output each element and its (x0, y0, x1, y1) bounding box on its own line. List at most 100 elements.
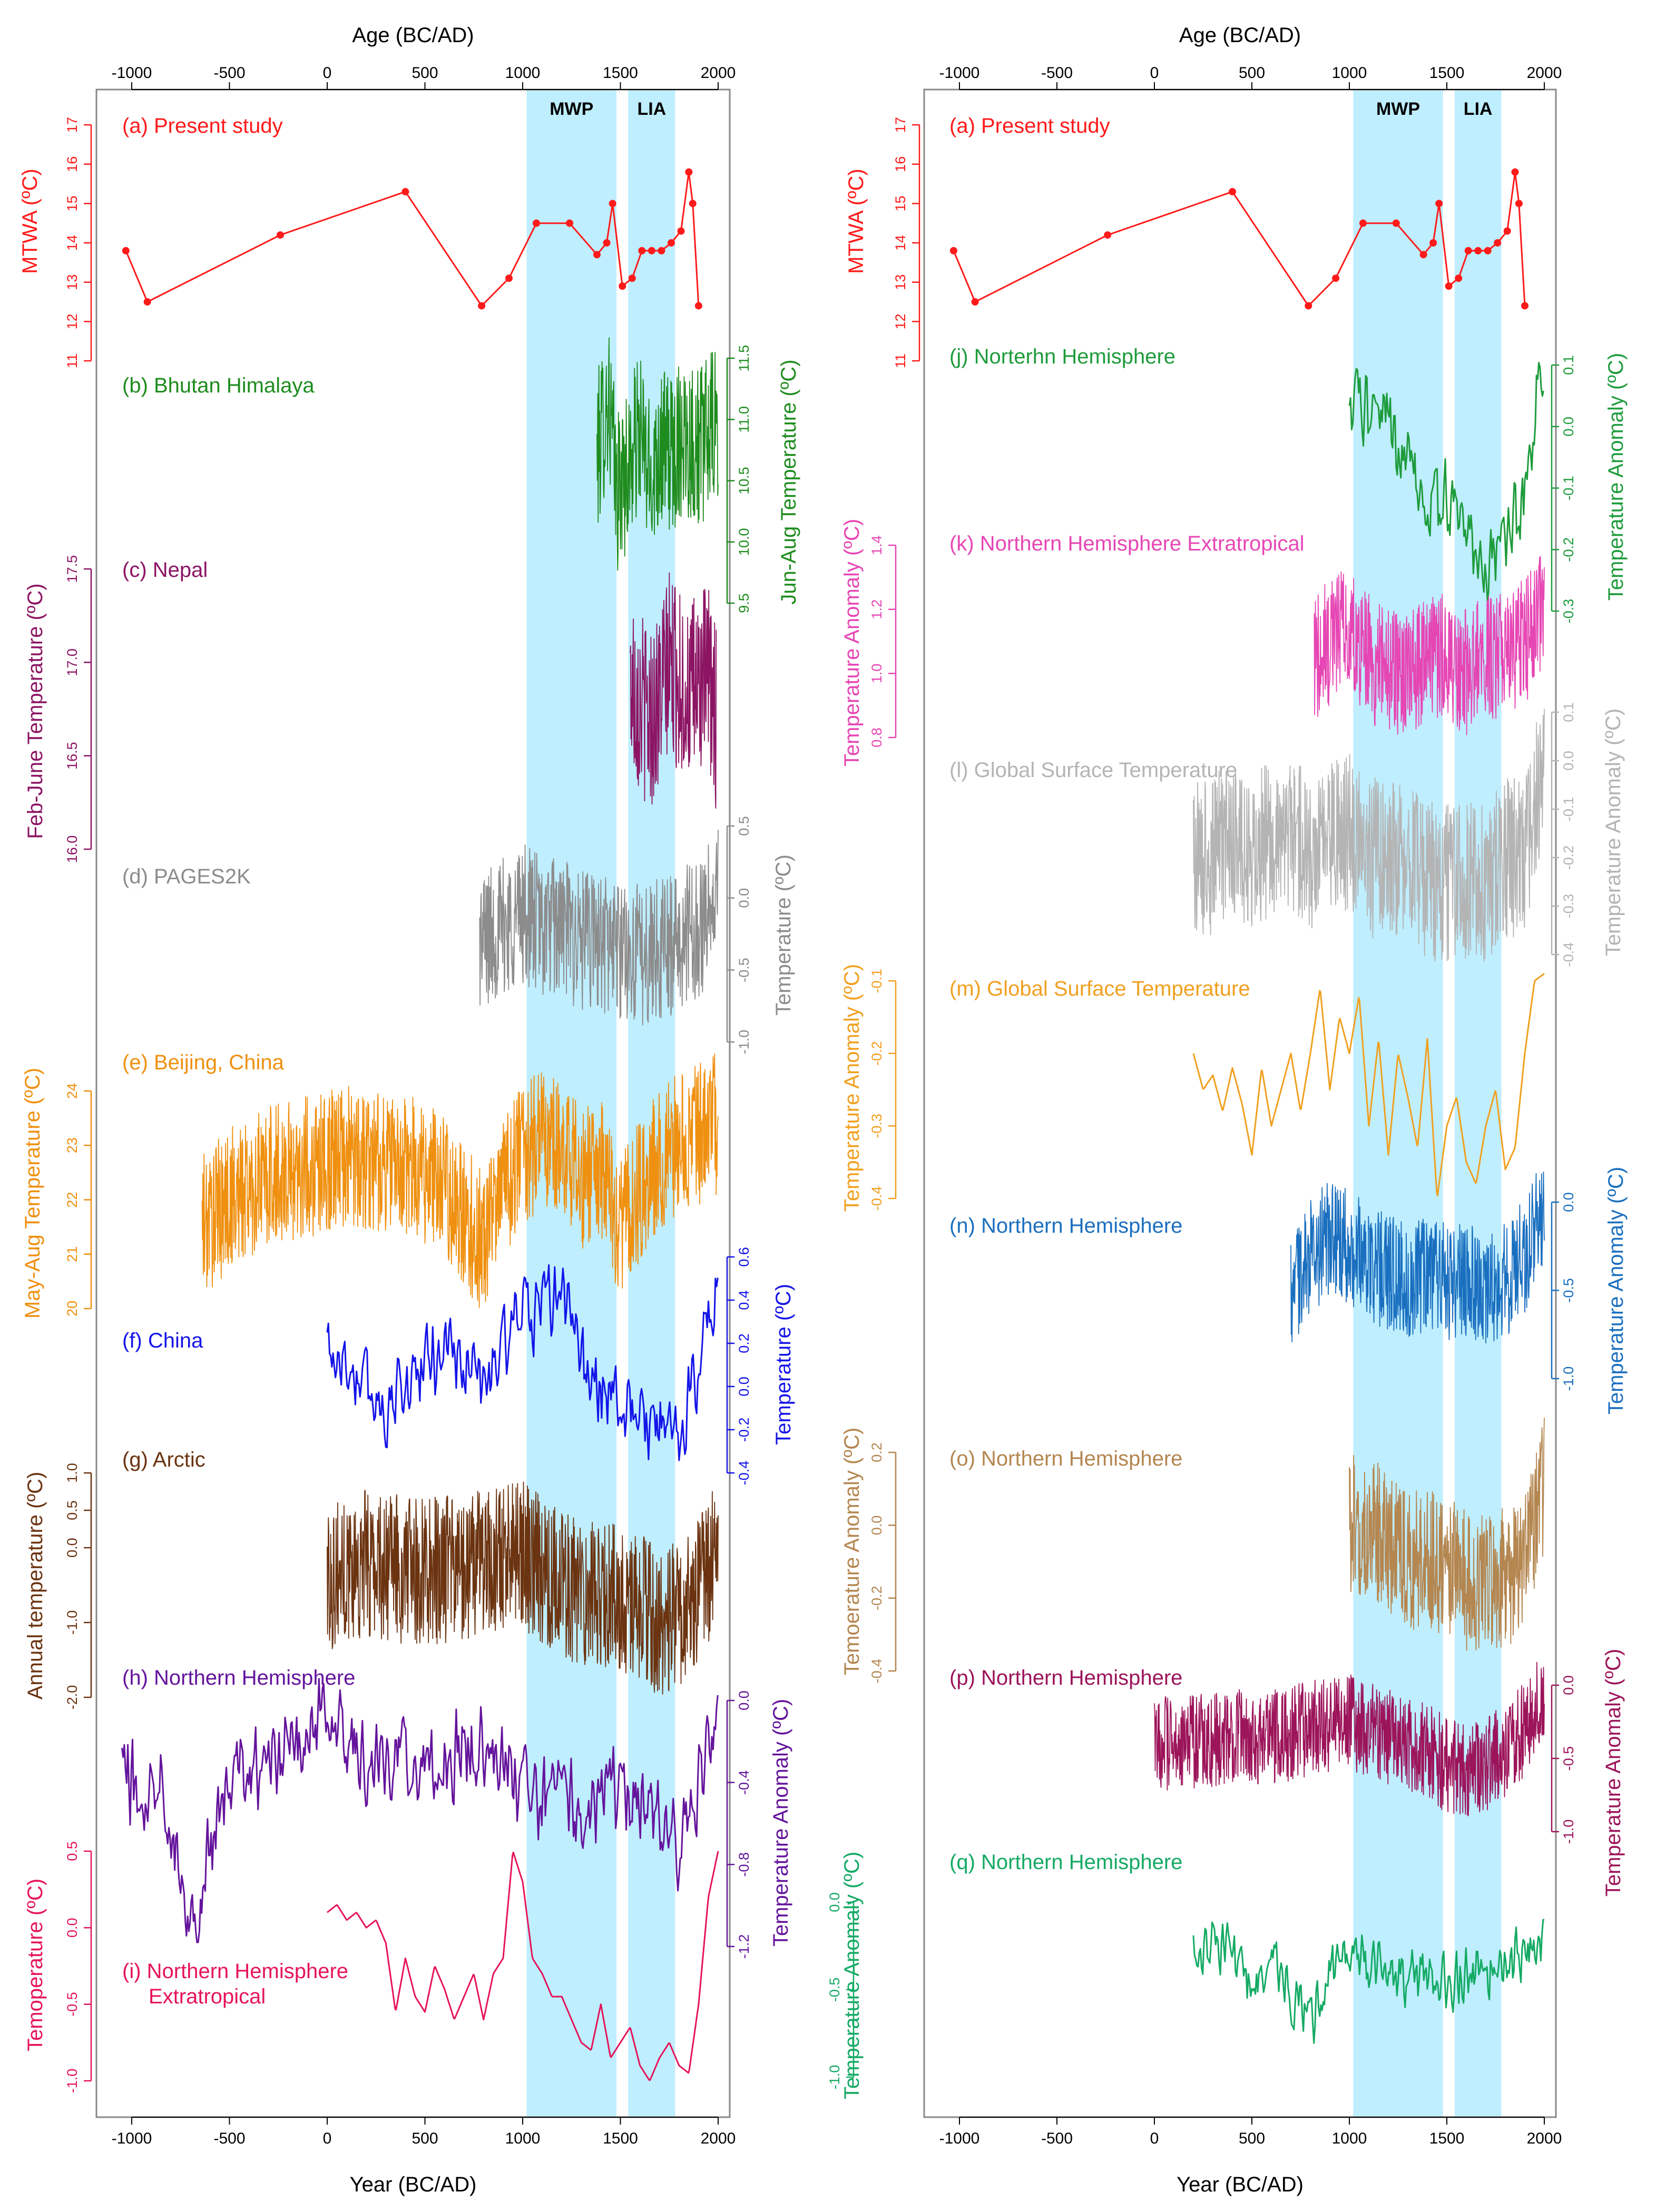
y-tick-label-k: 1.4 (869, 535, 885, 555)
data-point-a (1419, 251, 1427, 259)
data-point-a (1511, 168, 1519, 176)
series-l: (l) Global Surface Temperature -0.4 -0.3 -0… (949, 702, 1625, 967)
data-point-a (667, 239, 675, 247)
y-tick-label-k: 1.0 (869, 664, 885, 684)
bottom-tick-label: 1000 (505, 2130, 541, 2147)
y-tick-label-a: 16 (64, 156, 80, 172)
series-line-c (630, 572, 717, 809)
series-title-o: (o) Northern Hemisphere (949, 1447, 1182, 1470)
y-tick-label-a: 12 (893, 313, 908, 329)
series-title-e: (e) Beijing, China (122, 1051, 285, 1074)
band-lia (1454, 90, 1502, 2117)
top-tick-label: -1000 (112, 64, 152, 82)
y-tick-label-f: 0.0 (736, 1377, 752, 1397)
series-f: (f) China -0.4 -0.2 0.0 0.2 0.4 0.6 Temperature… (122, 1247, 795, 1485)
series-line-k (1314, 556, 1545, 735)
y-tick-label-c: 16.5 (64, 742, 80, 770)
series-line-j (1348, 362, 1544, 602)
y-axis-title-l: Temperature Anomaly (ºC) (1602, 709, 1625, 956)
data-point-a (1494, 239, 1502, 247)
y-axis-title-c: Feb-June Temperature (ºC) (24, 583, 47, 839)
y-tick-label-q: 0.0 (827, 1892, 842, 1912)
y-tick-label-e: 22 (64, 1192, 80, 1207)
data-point-a (1464, 247, 1472, 254)
y-axis-title-b: Jun-Aug Temperature (ºC) (777, 359, 800, 604)
series-c: (c) Nepal 16.0 16.5 17.0 17.5 Feb-June Temper… (24, 555, 717, 863)
y-tick-label-i: -1.0 (64, 2069, 80, 2093)
data-point-a (685, 168, 693, 176)
series-title-c: (c) Nepal (122, 558, 208, 582)
data-point-a (1484, 247, 1492, 254)
y-tick-label-l: -0.1 (1561, 797, 1576, 822)
y-axis-title-d: Temperature (ºC) (772, 854, 795, 1016)
y-tick-label-l: -0.2 (1561, 846, 1576, 870)
series-g: (g) Arctic -2.0 -1.0 0.0 0.5 1.0 Annual temper… (24, 1448, 719, 1709)
band-label-mwp: MWP (1376, 99, 1420, 119)
y-axis-title-n: Temperature Anomaly (ºC) (1604, 1167, 1628, 1414)
y-tick-label-a: 17 (893, 117, 908, 133)
y-tick-label-o: 0.2 (869, 1442, 885, 1462)
y-axis-title-o: Temoerature Anomaly (ºC) (840, 1428, 864, 1675)
series-d: (d) PAGES2K -1.0 -0.5 0.0 0.5 Temperature (ºC… (122, 816, 795, 1054)
data-point-a (478, 302, 486, 310)
y-tick-label-n: -0.5 (1561, 1278, 1576, 1303)
y-tick-label-n: 0.0 (1561, 1192, 1576, 1212)
data-point-a (1521, 302, 1528, 310)
y-tick-label-l: -0.4 (1561, 942, 1576, 967)
y-tick-label-a: 15 (893, 195, 908, 211)
y-tick-label-c: 17.0 (64, 648, 80, 676)
top-tick-label: 1500 (603, 64, 638, 82)
bottom-tick-label: -1000 (939, 2130, 980, 2147)
series-line-d (479, 830, 719, 1026)
data-point-a (1474, 247, 1482, 254)
series-line-b (596, 337, 719, 571)
y-tick-label-m: -0.3 (869, 1114, 885, 1138)
y-tick-label-f: 0.4 (736, 1290, 752, 1310)
y-tick-label-g: 1.0 (64, 1463, 80, 1483)
y-tick-label-h: -0.8 (736, 1852, 752, 1877)
series-title-j: (j) Norterhn Hemisphere (949, 345, 1175, 368)
y-tick-label-a: 15 (64, 195, 80, 211)
y-tick-label-a: 12 (64, 313, 80, 329)
series-h: (h) Northern Hemisphere -1.2 -0.8 -0.4 0.0 Te… (121, 1666, 792, 1959)
top-tick-label: 500 (1239, 64, 1265, 82)
y-tick-label-k: 1.2 (869, 599, 885, 620)
y-tick-label-g: 0.5 (64, 1500, 80, 1520)
y-tick-label-p: 0.0 (1561, 1675, 1576, 1695)
y-tick-label-e: 20 (64, 1301, 80, 1316)
y-axis-title-q: Temperature Anomaly (ºC) (840, 1852, 864, 2099)
y-axis-title-k: Temperature Anomaly (ºC) (840, 519, 864, 766)
series-title-q: (q) Northern Hemisphere (949, 1851, 1182, 1874)
y-tick-label-h: 0.0 (736, 1690, 752, 1710)
data-point-a (689, 200, 697, 208)
y-tick-label-b: 11.5 (736, 345, 752, 372)
y-tick-label-f: 0.2 (736, 1333, 752, 1353)
y-axis-title-a: MTWA (ºC) (18, 169, 42, 274)
bottom-tick-label: 500 (1239, 2130, 1265, 2147)
data-point-a (603, 239, 611, 247)
data-point-a (532, 219, 540, 227)
series-a: (a) Present study 11 12 13 14 15 16 17 MTWA (ºC) (18, 114, 702, 368)
top-tick-label: 1000 (1332, 64, 1367, 82)
y-tick-label-l: 0.1 (1561, 702, 1576, 722)
y-tick-label-p: -0.5 (1561, 1746, 1576, 1771)
top-tick-label: -500 (213, 64, 245, 82)
y-axis-title-p: Temperature Anomaly (ºC) (1602, 1649, 1625, 1896)
y-tick-label-b: 10.0 (736, 528, 752, 556)
bottom-tick-label: -500 (1041, 2130, 1073, 2147)
y-tick-label-j: -0.1 (1561, 476, 1576, 500)
series-line-f (326, 1264, 719, 1461)
data-point-a (971, 298, 979, 306)
series-e: (e) Beijing, China 20 21 22 23 24 May-Aug Temp… (21, 1051, 719, 1319)
series-line-i (327, 1851, 719, 2081)
series-title-l: (l) Global Surface Temperature (949, 759, 1237, 782)
data-point-a (505, 274, 513, 282)
bottom-tick-label: 2000 (701, 2130, 736, 2147)
series-n: (n) Northern Hemisphere -1.0 -0.5 0.0 Temper… (949, 1167, 1628, 1414)
bottom-tick-label: 1500 (603, 2130, 638, 2147)
series-title-m: (m) Global Surface Temperature (949, 977, 1250, 1000)
series-q: (q) Northern Hemisphere -1.0 -0.5 0.0Temper… (827, 1851, 1545, 2099)
data-point-a (1305, 302, 1312, 310)
series-title-f: (f) China (122, 1329, 203, 1352)
data-point-a (1429, 239, 1437, 247)
